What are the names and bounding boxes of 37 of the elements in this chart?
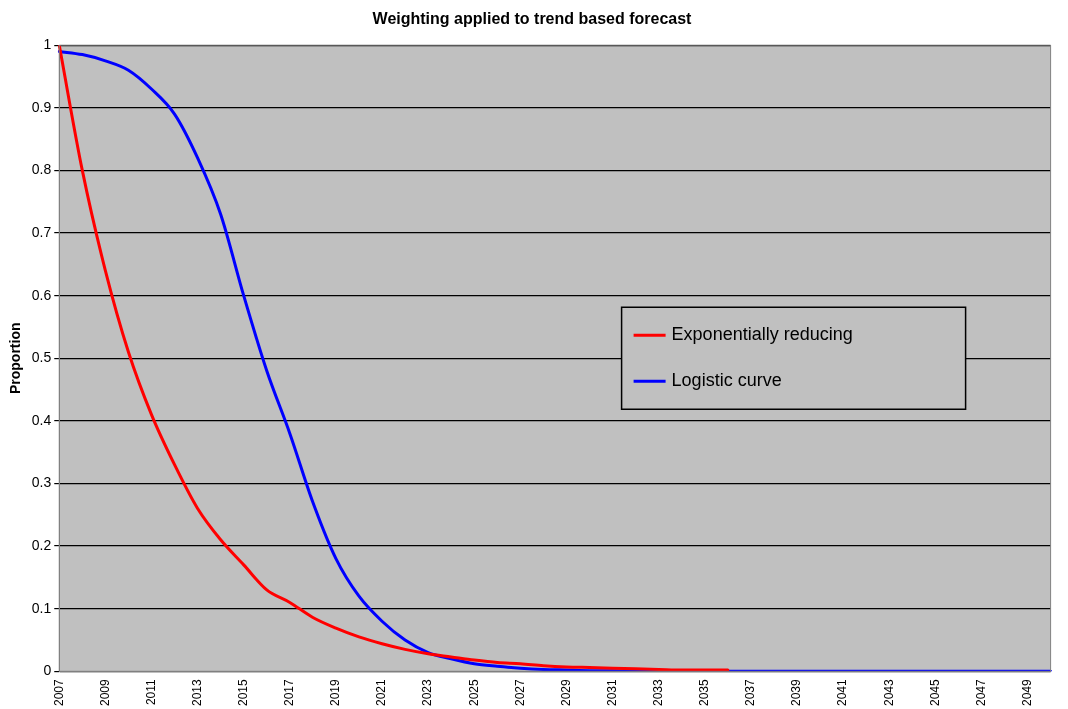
y-tick-label: 0.5 bbox=[31, 349, 52, 366]
x-tick-label: 2023 bbox=[420, 678, 435, 707]
y-tick-label: 0 bbox=[43, 662, 52, 679]
x-tick-label: 2041 bbox=[835, 678, 850, 707]
x-tick-label: 2037 bbox=[743, 678, 758, 707]
y-tick-label: 0.1 bbox=[31, 599, 52, 616]
x-tick-label: 2013 bbox=[189, 678, 204, 707]
y-tick-label: 0.8 bbox=[31, 161, 52, 178]
x-tick-label: 2027 bbox=[512, 678, 527, 707]
y-tick-label: 0.4 bbox=[31, 411, 52, 428]
x-tick-label: 2049 bbox=[1019, 678, 1034, 707]
x-tick-label: 2029 bbox=[558, 678, 573, 707]
x-tick-label: 2035 bbox=[697, 678, 712, 707]
y-axis-title: Proportion bbox=[7, 322, 24, 395]
y-tick-label: 0.2 bbox=[31, 536, 52, 553]
y-tick-label: 0.7 bbox=[31, 223, 52, 240]
x-tick-label: 2043 bbox=[881, 678, 896, 707]
y-tick-label: 1 bbox=[43, 36, 52, 53]
y-tick-label: 0.9 bbox=[31, 98, 52, 115]
x-tick-label: 2009 bbox=[97, 678, 112, 707]
x-tick-label: 2017 bbox=[282, 678, 297, 707]
y-tick-label: 0.6 bbox=[31, 286, 52, 303]
x-tick-label: 2021 bbox=[374, 678, 389, 707]
x-tick-label: 2015 bbox=[236, 678, 251, 707]
x-tick-label: 2025 bbox=[466, 678, 481, 707]
x-tick-label: 2039 bbox=[789, 678, 804, 707]
x-tick-label: 2033 bbox=[650, 678, 665, 707]
legend-label: Exponentially reducing bbox=[671, 324, 853, 345]
x-tick-label: 2011 bbox=[143, 678, 158, 706]
chart-title: Weighting applied to trend based forecast bbox=[372, 10, 693, 28]
x-tick-label: 2045 bbox=[927, 678, 942, 707]
x-tick-label: 2007 bbox=[51, 678, 66, 707]
x-tick-label: 2047 bbox=[973, 678, 988, 707]
x-tick-label: 2019 bbox=[328, 678, 343, 707]
legend-label: Logistic curve bbox=[671, 370, 782, 391]
y-tick-label: 0.3 bbox=[31, 474, 52, 491]
x-tick-label: 2031 bbox=[604, 678, 619, 707]
